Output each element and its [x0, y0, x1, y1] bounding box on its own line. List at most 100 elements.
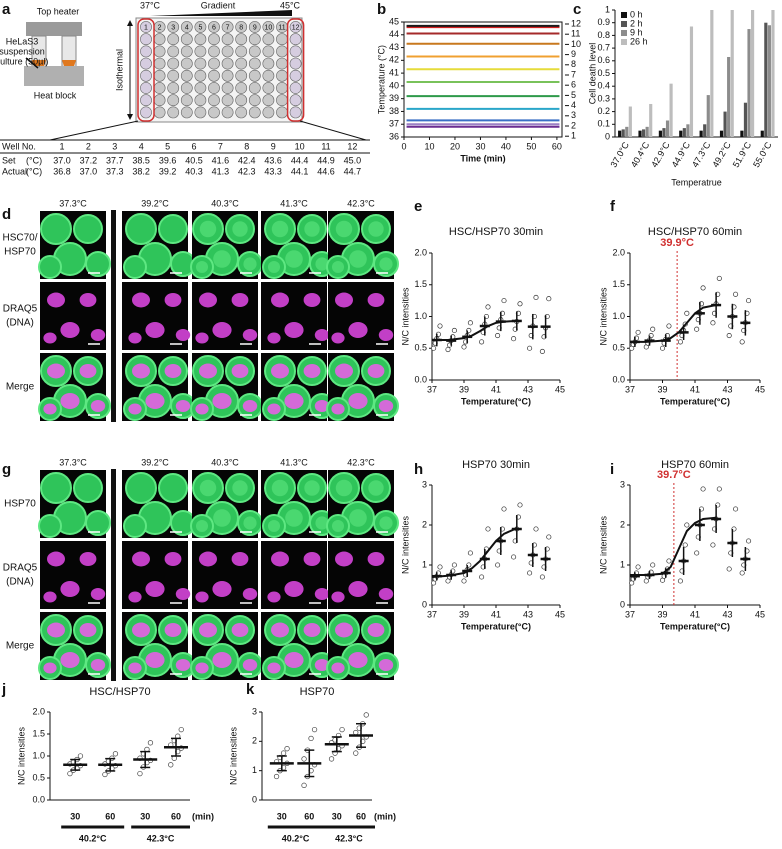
nucleus	[303, 623, 321, 637]
table-cell: 36.8	[53, 166, 71, 176]
x-tick-label: 45	[755, 384, 765, 394]
cell-core	[368, 221, 384, 237]
x-tick-label: 41	[491, 609, 501, 619]
data-point	[77, 753, 84, 759]
y-tick-label: 0.5	[32, 772, 45, 782]
nucleus	[242, 588, 258, 600]
nucleus	[331, 662, 345, 674]
legend-label: 6	[571, 80, 576, 90]
bar	[665, 120, 670, 137]
micrograph	[261, 470, 335, 538]
micrograph	[122, 282, 191, 350]
y-axis-label: N/C intensities	[598, 287, 608, 346]
data-point	[546, 534, 552, 540]
zoom-line	[299, 120, 367, 141]
data-point	[363, 712, 369, 718]
well	[140, 45, 152, 58]
table-header: Well No.	[2, 141, 36, 151]
well	[221, 21, 234, 33]
table-column: 6	[191, 141, 196, 151]
y-tick-label: 36	[389, 131, 399, 141]
data-point	[539, 348, 545, 354]
micrograph	[261, 282, 330, 350]
bar	[628, 106, 632, 137]
legend-label: 9 h	[630, 27, 643, 37]
micrograph	[122, 612, 196, 680]
data-point	[485, 526, 491, 532]
data-point	[445, 346, 451, 353]
bar	[703, 124, 707, 137]
x-tick-label: 40.4°C	[629, 140, 652, 169]
nucleus	[303, 552, 321, 566]
zoom-line	[49, 120, 139, 141]
data-point	[650, 326, 656, 332]
data-point	[533, 294, 539, 301]
y-tick-label: 1.0	[414, 311, 427, 321]
group-label: 40.2°C	[282, 833, 310, 843]
data-point	[682, 542, 688, 548]
nucleus	[348, 322, 368, 338]
data-point	[684, 522, 690, 528]
nucleus	[199, 551, 217, 567]
column-label: 37.3°C	[59, 457, 87, 467]
well-number: 11	[278, 24, 285, 31]
y-tick-label: 1	[422, 559, 427, 569]
micrograph	[38, 612, 111, 680]
data-point	[527, 570, 533, 576]
column-label: 40.3°C	[211, 198, 239, 208]
well	[180, 33, 193, 46]
legend-label: 12	[571, 18, 581, 28]
y-axis-label: N/C intensities	[400, 287, 410, 346]
data-point	[168, 762, 174, 768]
row-unit: (°C)	[26, 155, 42, 165]
well	[180, 82, 193, 94]
nucleus	[212, 652, 232, 668]
well	[194, 33, 207, 46]
column-label: 42.3°C	[347, 457, 375, 467]
micrograph	[40, 541, 106, 609]
nucleus	[128, 662, 142, 674]
well	[289, 106, 302, 119]
well-number: 1	[144, 24, 148, 31]
well	[194, 21, 207, 33]
well	[167, 21, 180, 33]
data-point	[635, 329, 641, 335]
y-tick-label: 0.0	[414, 374, 427, 384]
nucleus	[175, 329, 191, 341]
cell	[125, 213, 157, 245]
label: HeLaS3	[6, 36, 39, 46]
cell-core	[379, 516, 393, 530]
panel-label: h	[414, 461, 423, 478]
well-number: 5	[198, 24, 202, 31]
table-cell: 42.4	[238, 155, 256, 165]
well	[276, 82, 288, 94]
well	[276, 69, 288, 82]
nucleus	[79, 623, 97, 637]
group-label: 40.2°C	[79, 833, 107, 843]
well	[140, 82, 152, 94]
well	[262, 106, 275, 119]
y-tick-label: 0	[422, 599, 427, 609]
nucleus	[231, 552, 249, 566]
data-point	[710, 542, 716, 548]
data-point	[437, 323, 443, 329]
nucleus	[175, 400, 191, 412]
well	[167, 106, 180, 119]
data-point	[112, 751, 119, 757]
nucleus	[90, 588, 106, 600]
data-point	[495, 332, 501, 339]
well	[208, 33, 220, 46]
table-column: 10	[295, 141, 305, 151]
column-label: 39.2°C	[141, 198, 169, 208]
y-axis-label: N/C intensities	[16, 726, 26, 785]
well	[180, 106, 193, 119]
well-number: 7	[226, 24, 230, 31]
nucleus	[284, 652, 304, 668]
nucleus	[231, 623, 249, 637]
nucleus	[90, 400, 106, 412]
well	[248, 57, 261, 70]
well	[248, 69, 261, 82]
legend-swatch	[621, 39, 627, 45]
data-point	[495, 562, 501, 568]
well	[194, 57, 207, 70]
